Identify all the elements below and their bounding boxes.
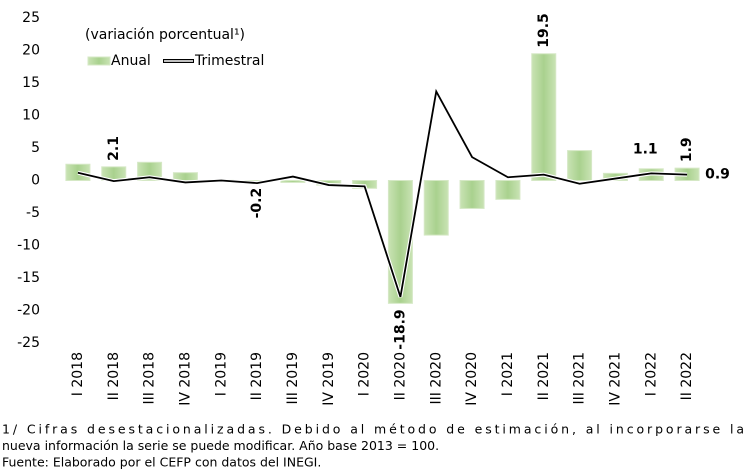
bar bbox=[459, 180, 485, 209]
value-label: -0.2 bbox=[249, 188, 265, 219]
x-tick-label: II 2021 bbox=[536, 352, 552, 400]
x-tick-label: II 2018 bbox=[106, 352, 122, 400]
annotation: (variación porcentual¹) bbox=[85, 27, 245, 43]
y-tick-label: 25 bbox=[22, 10, 40, 26]
x-tick-label: III 2018 bbox=[142, 352, 158, 404]
x-tick-label: III 2019 bbox=[285, 352, 301, 404]
x-tick-label: III 2021 bbox=[572, 352, 588, 404]
x-tick-label: IV 2018 bbox=[177, 352, 193, 406]
legend-label: Trimestral bbox=[194, 53, 264, 69]
x-tick-label: II 2022 bbox=[679, 352, 695, 400]
x-tick-label: I 2022 bbox=[643, 352, 659, 396]
y-tick-label: 15 bbox=[22, 75, 40, 91]
x-tick-label: II 2020 bbox=[392, 352, 408, 400]
value-label: 1.1 bbox=[633, 141, 658, 157]
bar bbox=[531, 53, 557, 181]
y-tick-label: -10 bbox=[17, 238, 40, 254]
footnote: Fuente: Elaborado por el CEFP con datos … bbox=[2, 455, 321, 470]
y-tick-label: -5 bbox=[26, 205, 40, 221]
x-tick-label: I 2020 bbox=[357, 352, 373, 396]
y-tick-label: 0 bbox=[31, 173, 40, 189]
x-tick-label: I 2018 bbox=[70, 352, 86, 396]
x-tick-label: I 2019 bbox=[213, 352, 229, 396]
value-label: 0.9 bbox=[705, 167, 730, 183]
bar bbox=[280, 180, 306, 183]
line-outline bbox=[77, 85, 688, 298]
bar bbox=[567, 150, 593, 182]
x-tick-label: IV 2021 bbox=[607, 352, 623, 406]
y-tick-label: -25 bbox=[17, 335, 40, 351]
bar bbox=[495, 180, 521, 200]
value-label: 2.1 bbox=[106, 136, 122, 161]
y-tick-label: 20 bbox=[22, 43, 40, 59]
x-tick-label: II 2019 bbox=[249, 352, 265, 400]
footnote: nueva información la serie se puede modi… bbox=[2, 438, 439, 453]
y-tick-label: 10 bbox=[22, 108, 40, 124]
footnote: 1/ Cifras desestacionalizadas. Debido al… bbox=[2, 422, 744, 437]
x-tick-label: III 2020 bbox=[428, 352, 444, 404]
y-tick-label: 5 bbox=[31, 140, 40, 156]
x-tick-label: IV 2019 bbox=[321, 352, 337, 406]
value-label: -18.9 bbox=[392, 309, 408, 349]
x-tick-label: IV 2020 bbox=[464, 352, 480, 406]
value-label: 19.5 bbox=[536, 13, 552, 48]
y-tick-label: -15 bbox=[17, 270, 40, 286]
bar bbox=[65, 163, 91, 181]
value-label: 1.9 bbox=[679, 137, 695, 162]
x-tick-label: I 2021 bbox=[500, 352, 516, 396]
legend-swatch bbox=[87, 56, 111, 66]
line bbox=[77, 88, 688, 298]
legend-label: Anual bbox=[111, 53, 151, 69]
bar bbox=[423, 180, 449, 236]
y-tick-label: -20 bbox=[17, 303, 40, 319]
